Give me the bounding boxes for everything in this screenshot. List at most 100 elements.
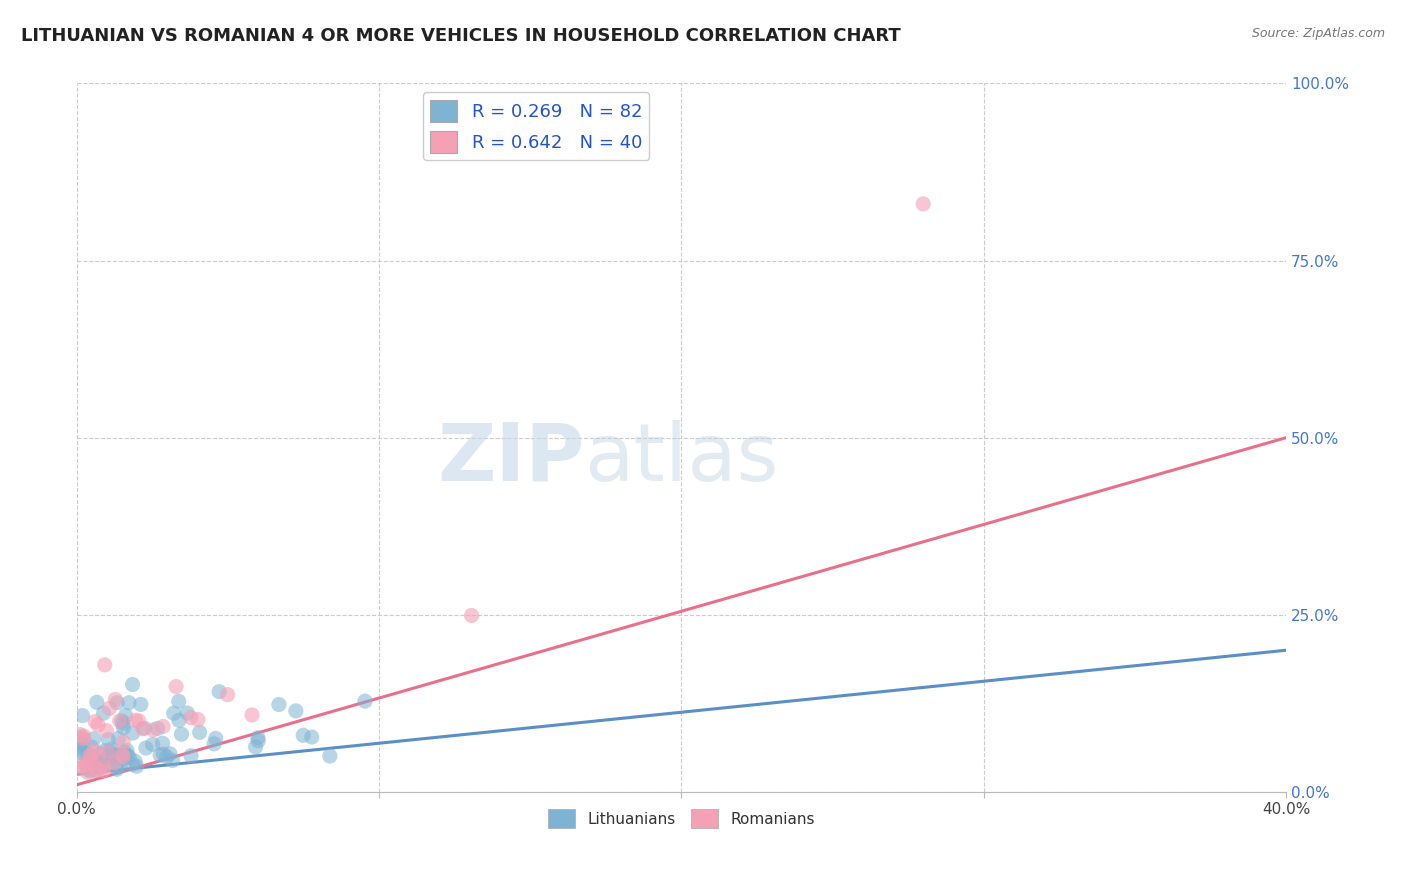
Point: [80, 739, 103, 754]
Point: [107, 748, 129, 763]
Point: [121, 677, 143, 691]
Point: [100, 742, 122, 756]
Point: [84, 714, 107, 729]
Point: [135, 741, 157, 756]
Point: [100, 748, 122, 763]
Point: [460, 608, 482, 623]
Point: [86, 695, 108, 709]
Point: [98, 701, 121, 715]
Point: [93, 763, 115, 777]
Point: [165, 680, 187, 694]
Point: [77, 761, 100, 775]
Point: [121, 757, 143, 772]
Point: [247, 733, 270, 747]
Point: [240, 707, 263, 722]
Point: [176, 706, 198, 720]
Text: ZIP: ZIP: [437, 420, 585, 498]
Point: [105, 762, 128, 776]
Point: [108, 714, 131, 728]
Point: [912, 197, 935, 211]
Point: [111, 716, 134, 731]
Legend: Lithuanians, Romanians: Lithuanians, Romanians: [541, 803, 821, 834]
Point: [112, 735, 135, 749]
Point: [112, 721, 135, 735]
Point: [111, 752, 134, 766]
Point: [83, 731, 105, 746]
Point: [97, 732, 120, 747]
Point: [202, 737, 225, 751]
Point: [94, 657, 117, 672]
Point: [79, 764, 101, 778]
Point: [124, 754, 146, 768]
Point: [72, 731, 94, 746]
Point: [246, 731, 269, 745]
Point: [69, 759, 91, 773]
Point: [103, 756, 125, 770]
Point: [83, 744, 105, 758]
Point: [80, 751, 103, 765]
Point: [217, 688, 239, 702]
Point: [87, 718, 110, 732]
Point: [105, 696, 128, 710]
Point: [208, 684, 231, 698]
Point: [319, 749, 342, 764]
Point: [115, 743, 138, 757]
Point: [188, 725, 211, 739]
Point: [152, 736, 174, 750]
Point: [70, 730, 93, 744]
Point: [354, 694, 377, 708]
Point: [73, 729, 96, 743]
Point: [76, 746, 98, 760]
Point: [97, 745, 120, 759]
Point: [93, 744, 115, 758]
Point: [167, 694, 190, 708]
Point: [93, 706, 115, 720]
Point: [132, 722, 155, 736]
Point: [114, 748, 136, 763]
Point: [129, 698, 152, 712]
Point: [79, 748, 101, 763]
Point: [117, 748, 139, 763]
Point: [112, 749, 135, 764]
Point: [83, 753, 105, 767]
Text: LITHUANIAN VS ROMANIAN 4 OR MORE VEHICLES IN HOUSEHOLD CORRELATION CHART: LITHUANIAN VS ROMANIAN 4 OR MORE VEHICLE…: [21, 27, 901, 45]
Point: [101, 747, 124, 762]
Point: [75, 756, 97, 771]
Point: [76, 763, 98, 777]
Point: [245, 739, 267, 754]
Point: [73, 747, 96, 761]
Point: [96, 723, 118, 738]
Point: [167, 713, 190, 727]
Point: [94, 757, 117, 772]
Point: [128, 714, 150, 728]
Point: [204, 731, 226, 746]
Point: [93, 760, 115, 774]
Point: [111, 747, 134, 762]
Point: [284, 704, 307, 718]
Point: [86, 764, 108, 778]
Point: [155, 750, 177, 764]
Point: [91, 756, 114, 771]
Point: [267, 698, 290, 712]
Point: [301, 730, 323, 744]
Point: [93, 756, 115, 770]
Point: [112, 745, 135, 759]
Point: [118, 750, 141, 764]
Point: [87, 748, 110, 763]
Point: [69, 728, 91, 742]
Point: [69, 739, 91, 754]
Point: [108, 759, 131, 773]
Point: [84, 762, 107, 776]
Point: [72, 708, 94, 723]
Point: [111, 714, 134, 728]
Point: [69, 745, 91, 759]
Point: [152, 747, 174, 761]
Point: [121, 726, 143, 740]
Text: Source: ZipAtlas.com: Source: ZipAtlas.com: [1251, 27, 1385, 40]
Point: [107, 731, 129, 746]
Point: [142, 723, 165, 737]
Point: [69, 736, 91, 750]
Point: [163, 706, 186, 721]
Point: [134, 721, 156, 735]
Point: [90, 747, 112, 761]
